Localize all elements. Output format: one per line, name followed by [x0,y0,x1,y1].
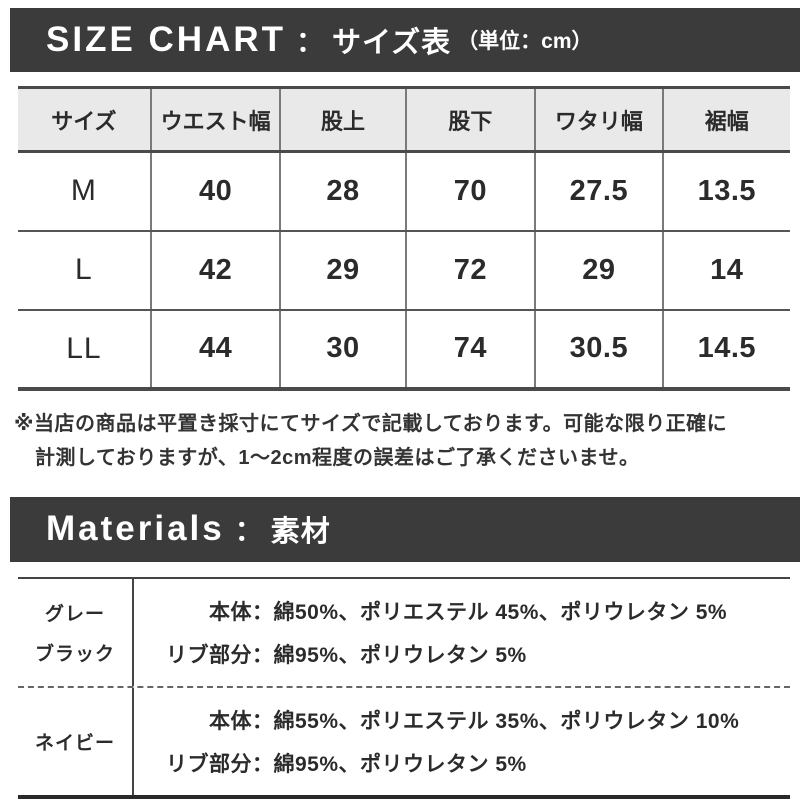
composition-label: リブ部分 [166,643,252,667]
materials-title-jp: 素材 [270,516,331,548]
composition-line-body: 本体：綿50%、ポリエステル 45%、ポリウレタン 5% [148,596,790,626]
materials-title-en: Materials [46,509,225,548]
col-header-inseam: 股下 [404,87,536,153]
table-row-ll: LL 44 30 74 30.5 14.5 [18,309,790,389]
color-label-gray-black: グレー ブラック [18,578,134,686]
size-cell: 40 [149,151,281,232]
composition-text: 綿95%、ポリウレタン 5% [273,752,527,776]
size-chart-title-jp: サイズ表 [332,27,452,59]
size-cell: 13.5 [661,151,790,232]
composition-text: 綿55%、ポリエステル 35%、ポリウレタン 10% [273,709,740,733]
size-cell: 74 [404,309,536,389]
size-cell: 29 [279,230,406,311]
composition-line-rib: リブ部分：綿95%、ポリウレタン 5% [148,748,790,778]
materials-row-gray-black: グレー ブラック 本体：綿50%、ポリエステル 45%、ポリウレタン 5% リブ… [18,578,790,686]
size-cell: 72 [404,230,536,311]
size-cell: 27.5 [534,151,663,232]
size-cell-label: M [18,151,151,232]
size-cell: 14.5 [661,309,790,389]
col-header-hem: 裾幅 [661,87,790,153]
composition-label: リブ部分 [166,752,252,776]
composition-line-body: 本体：綿55%、ポリエステル 35%、ポリウレタン 10% [148,705,790,735]
color-label-line: ブラック [34,643,115,665]
measurement-note: ※当店の商品は平置き採寸にてサイズで記載しております。可能な限り正確に 計測して… [14,407,788,475]
col-header-rise: 股上 [279,87,406,153]
color-label-line: ネイビー [34,732,115,754]
composition-colon: ： [252,752,274,776]
composition-colon: ： [252,600,274,624]
size-cell-label: LL [18,309,151,389]
measurement-note-line1: ※当店の商品は平置き採寸にてサイズで記載しております。可能な限り正確に [14,412,728,435]
col-header-waist: ウエスト幅 [149,87,281,153]
composition-text: 綿95%、ポリウレタン 5% [273,643,527,667]
col-header-size: サイズ [18,87,151,153]
composition-colon: ： [252,643,274,667]
color-label-line: グレー [44,603,105,625]
size-cell: 30 [279,309,406,389]
table-row-m: M 40 28 70 27.5 13.5 [18,151,790,232]
size-table-header-row: サイズ ウエスト幅 股上 股下 ワタリ幅 裾幅 [18,87,790,153]
size-chart-table: サイズ ウエスト幅 股上 股下 ワタリ幅 裾幅 M 40 28 70 27.5 … [18,86,790,391]
size-cell: 14 [661,230,790,311]
composition-label: 本体 [209,709,252,733]
composition-text: 綿50%、ポリエステル 45%、ポリウレタン 5% [273,600,728,624]
size-chart-unit-label: （単位：cm） [457,30,593,53]
materials-composition-gray-black: 本体：綿50%、ポリエステル 45%、ポリウレタン 5% リブ部分：綿95%、ポ… [134,579,790,686]
materials-composition-navy: 本体：綿55%、ポリエステル 35%、ポリウレタン 10% リブ部分：綿95%、… [134,688,790,795]
size-cell: 28 [279,151,406,232]
size-chart-title-colon: ： [296,26,325,57]
size-cell: 29 [534,230,663,311]
size-cell: 42 [149,230,281,311]
size-cell: 70 [404,151,536,232]
composition-line-rib: リブ部分：綿95%、ポリウレタン 5% [148,639,790,669]
size-chart-header-bar: SIZE CHART ： サイズ表 （単位：cm） [10,8,800,72]
col-header-thigh: ワタリ幅 [534,87,663,153]
materials-table: グレー ブラック 本体：綿50%、ポリエステル 45%、ポリウレタン 5% リブ… [18,576,790,799]
size-chart-title-en: SIZE CHART [46,20,286,59]
size-cell: 30.5 [534,309,663,389]
table-row-l: L 42 29 72 29 14 [18,230,790,311]
composition-label: 本体 [209,600,252,624]
size-cell-label: L [18,230,151,311]
materials-row-navy: ネイビー 本体：綿55%、ポリエステル 35%、ポリウレタン 10% リブ部分：… [18,685,790,795]
size-cell: 44 [149,309,281,389]
composition-colon: ： [252,709,274,733]
materials-title-colon: ： [234,515,263,546]
materials-header-bar: Materials ： 素材 [10,496,800,562]
color-label-navy: ネイビー [18,687,134,795]
measurement-note-line2: 計測しておりますが、1〜2cm程度の誤差はご了承くださいませ。 [35,446,640,469]
